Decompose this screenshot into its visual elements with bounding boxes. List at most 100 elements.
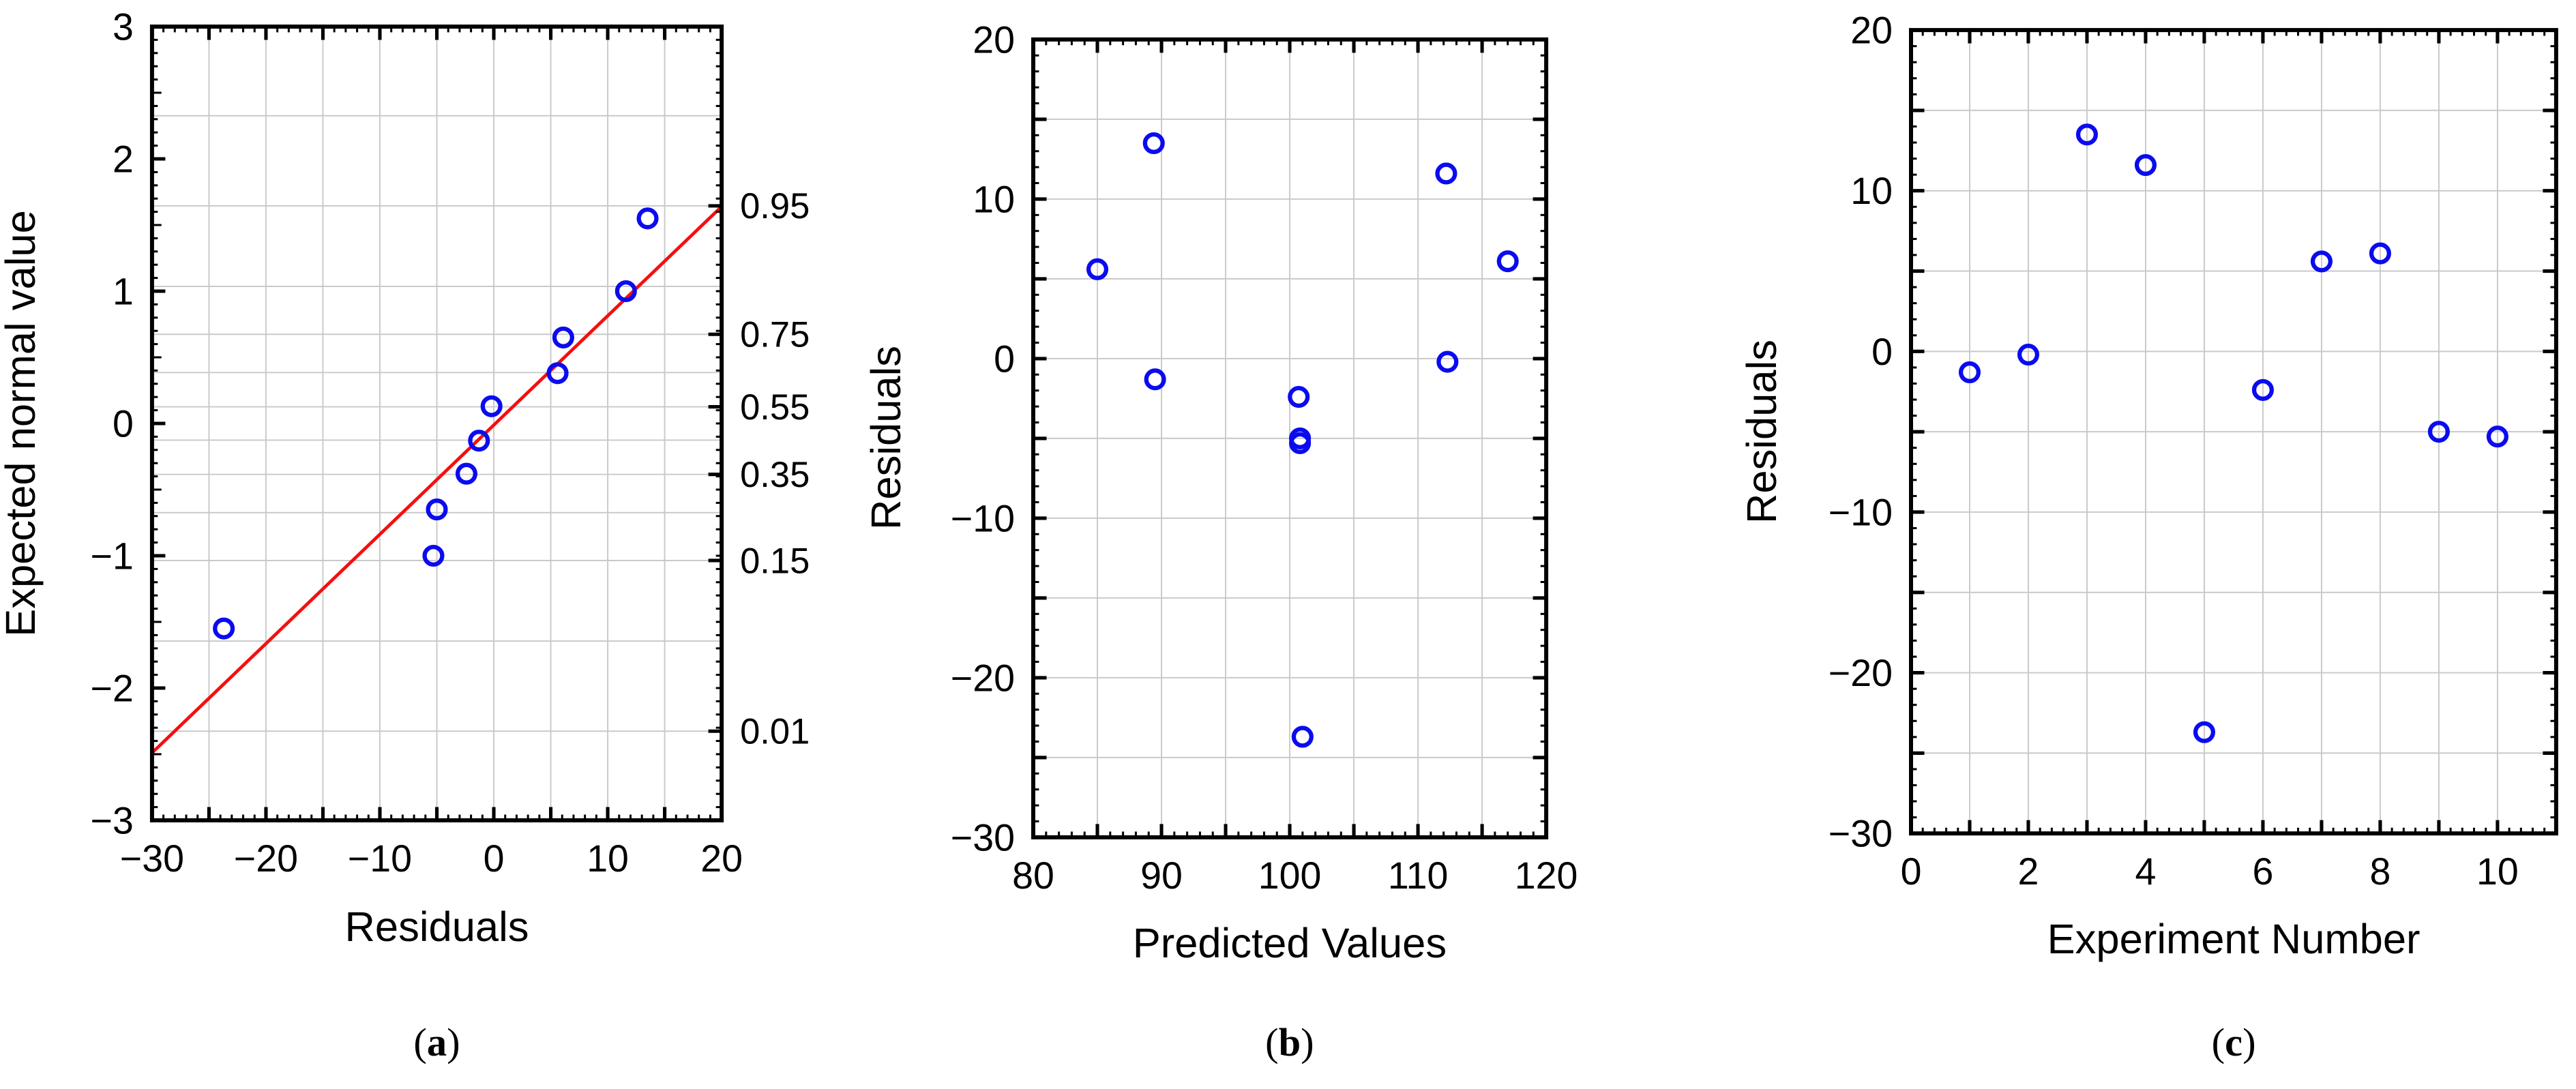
data-point	[2486, 426, 2508, 448]
probability-axis-label: 0.75	[740, 315, 810, 355]
y-tick-label: −3	[91, 799, 134, 841]
data-point	[2134, 153, 2157, 177]
x-tick-label: 0	[484, 837, 505, 880]
data-point	[636, 207, 659, 230]
data-point	[615, 280, 637, 303]
x-tick-label: −20	[234, 837, 298, 880]
panel-a-axes	[149, 25, 724, 822]
panel-b-caption: (b)	[1265, 1020, 1314, 1064]
y-tick-label: −2	[91, 667, 134, 709]
probability-axis-label: 0.15	[740, 541, 810, 581]
data-point	[1291, 726, 1314, 748]
probability-axis-label: 0.55	[740, 387, 810, 428]
y-tick-label: 2	[113, 138, 134, 180]
panel-c-data	[1958, 123, 2508, 743]
data-point	[2075, 123, 2099, 146]
y-tick-label: −1	[91, 535, 134, 577]
probability-axis-label: 0.35	[740, 455, 810, 495]
data-point	[1958, 361, 1981, 384]
caption-b-open-paren: (	[1265, 1020, 1278, 1064]
data-point	[552, 326, 574, 348]
data-point	[2369, 242, 2391, 265]
x-tick-label: 90	[1140, 854, 1183, 897]
x-tick-label: 8	[2369, 850, 2390, 893]
data-point	[1144, 368, 1166, 391]
data-point	[426, 498, 448, 521]
y-tick-label: 3	[113, 5, 134, 48]
panel-c-tick-labels: 0 2 4 6 8 10 20 10 0 −10 −20 −30	[1829, 10, 2519, 893]
caption-b-close-paren: )	[1301, 1020, 1314, 1064]
panel-c: 0 2 4 6 8 10 20 10 0 −10 −20 −30 Residuals Experime…	[1738, 10, 2558, 1064]
x-tick-label: 20	[700, 837, 743, 880]
caption-c-close-paren: )	[2242, 1020, 2255, 1064]
caption-a-letter: a	[427, 1020, 447, 1064]
data-point	[1436, 350, 1459, 373]
panel-c-caption: (c)	[2212, 1020, 2256, 1064]
data-point	[1289, 432, 1312, 454]
data-point	[468, 430, 490, 452]
panel-a-ylabel: Expected normal value	[0, 210, 44, 637]
y-tick-label: 20	[1850, 10, 1893, 52]
data-point	[2310, 250, 2333, 273]
data-point	[480, 395, 503, 417]
panel-b-data	[1086, 132, 1519, 748]
data-point	[1086, 258, 1109, 280]
panel-a-caption: (a)	[413, 1020, 460, 1064]
normal-fit-line	[151, 205, 723, 754]
y-tick-label: 0	[994, 338, 1015, 380]
y-tick-label: −30	[951, 816, 1015, 859]
y-tick-label: 0	[113, 402, 134, 445]
x-tick-label: −10	[348, 837, 412, 880]
panel-b-ylabel: Residuals	[863, 346, 910, 530]
caption-b-letter: b	[1279, 1020, 1301, 1064]
x-tick-label: 110	[1388, 854, 1448, 897]
panel-a-data	[151, 205, 723, 754]
panel-b-xlabel: Predicted Values	[1133, 920, 1447, 967]
x-tick-label: 120	[1515, 854, 1578, 897]
x-tick-label: 6	[2253, 850, 2274, 893]
panel-c-axes	[1909, 28, 2558, 836]
x-tick-label: 2	[2018, 850, 2039, 893]
caption-c-open-paren: (	[2212, 1020, 2225, 1064]
y-tick-label: −20	[1829, 652, 1893, 694]
x-tick-label: 10	[587, 837, 629, 880]
panel-b-gridlines	[1033, 39, 1547, 837]
y-tick-label: 10	[973, 178, 1015, 220]
panel-a-tick-labels: 0.950.750.550.350.150.01−30 −20 −10 0 10 2032…	[91, 5, 810, 880]
panel-c-xlabel: Experiment Number	[2047, 916, 2420, 963]
data-point	[2427, 421, 2450, 443]
panel-c-ylabel: Residuals	[1738, 340, 1786, 524]
data-point	[1142, 132, 1165, 155]
x-tick-label: 100	[1258, 854, 1322, 897]
panel-c-gridlines	[1911, 30, 2556, 834]
x-tick-label: −30	[120, 837, 184, 880]
y-tick-label: −10	[951, 497, 1015, 539]
y-tick-label: 20	[973, 18, 1015, 61]
data-point	[422, 544, 445, 567]
y-tick-label: 1	[113, 270, 134, 312]
data-point	[1435, 162, 1457, 185]
data-point	[455, 462, 477, 485]
panel-b-axes	[1031, 37, 1549, 839]
x-tick-label: 10	[2476, 850, 2519, 893]
y-tick-label: 0	[1871, 331, 1893, 373]
data-point	[2193, 721, 2216, 743]
x-tick-label: 0	[1901, 850, 1922, 893]
y-tick-label: −30	[1829, 813, 1893, 855]
caption-c-letter: c	[2225, 1020, 2242, 1064]
y-tick-label: −20	[951, 657, 1015, 699]
data-point	[1288, 386, 1310, 408]
data-point	[546, 362, 569, 385]
panel-a-xlabel: Residuals	[344, 904, 529, 951]
data-point	[1496, 250, 1519, 273]
probability-axis-label: 0.95	[740, 186, 810, 226]
y-tick-label: 10	[1850, 170, 1893, 212]
y-tick-label: −10	[1829, 491, 1893, 533]
caption-a-close-paren: )	[447, 1020, 460, 1064]
data-point	[2017, 344, 2040, 366]
x-tick-label: 4	[2135, 850, 2157, 893]
